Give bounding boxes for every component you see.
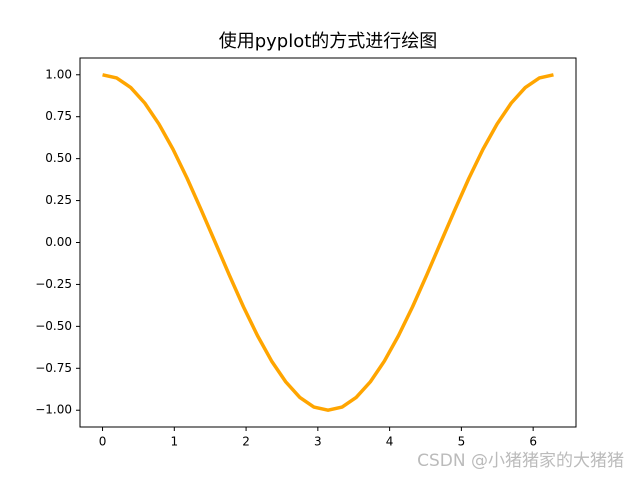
y-tick-label: 0.25 <box>45 193 72 207</box>
chart-title: 使用pyplot的方式进行绘图 <box>219 31 438 52</box>
y-tick-label: −0.25 <box>35 277 72 291</box>
y-tick-label: 0.75 <box>45 109 72 123</box>
y-tick-label: 0.00 <box>45 235 72 249</box>
x-tick-label: 1 <box>170 435 178 449</box>
x-tick-label: 5 <box>458 435 466 449</box>
y-tick-label: 0.50 <box>45 151 72 165</box>
line <box>102 73 554 412</box>
y-tick-label: −0.75 <box>35 361 72 375</box>
plot-frame <box>79 57 577 428</box>
x-tick-label: 3 <box>314 435 322 449</box>
x-tick-label: 4 <box>386 435 394 449</box>
y-tick-label: −0.50 <box>35 319 72 333</box>
x-tick-label: 2 <box>242 435 250 449</box>
x-tick-label: 6 <box>529 435 537 449</box>
x-tick-label: 0 <box>99 435 107 449</box>
y-tick-label: −1.00 <box>35 403 72 417</box>
y-tick-label: 1.00 <box>45 67 72 81</box>
watermark: CSDN @小猪猪家的大猪猪 <box>417 451 624 471</box>
